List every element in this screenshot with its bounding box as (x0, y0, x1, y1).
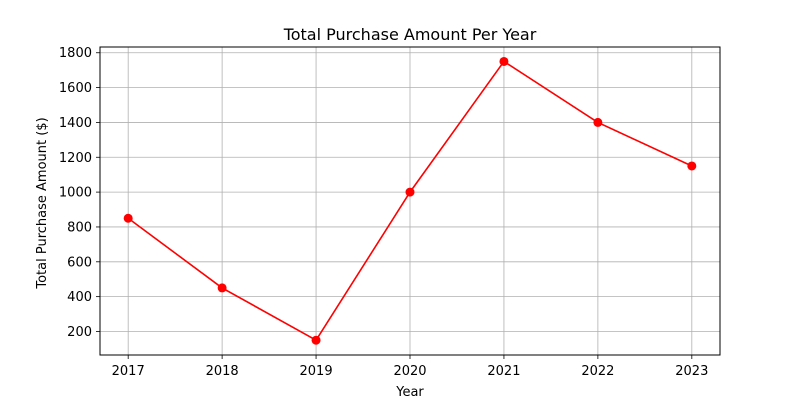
x-tick-label: 2022 (581, 364, 614, 379)
y-tick-label: 1400 (59, 116, 92, 131)
data-point (311, 335, 321, 345)
data-point (593, 117, 603, 127)
x-tick-label: 2020 (393, 364, 426, 379)
axis-ticks: 2017 2018 2019 2020 2021 2022 2023 200 400 600 800… (59, 46, 708, 379)
data-point (499, 56, 509, 66)
series (123, 56, 697, 345)
y-tick-label: 400 (67, 290, 92, 305)
chart-title: Total Purchase Amount Per Year (283, 25, 537, 44)
data-point (123, 213, 133, 223)
y-tick-label: 1600 (59, 81, 92, 96)
y-tick-label: 1800 (59, 46, 92, 61)
data-point (217, 283, 227, 293)
y-tick-label: 800 (67, 220, 92, 235)
grid (100, 47, 720, 355)
x-tick-label: 2023 (675, 364, 708, 379)
x-tick-label: 2019 (300, 364, 333, 379)
y-tick-label: 1000 (59, 186, 92, 201)
data-point (405, 187, 415, 197)
y-tick-label: 600 (67, 255, 92, 270)
data-point (687, 161, 697, 171)
y-tick-label: 200 (67, 325, 92, 340)
x-tick-label: 2018 (206, 364, 239, 379)
x-axis-label: Year (395, 385, 424, 400)
y-tick-label: 1200 (59, 151, 92, 166)
x-tick-label: 2021 (487, 364, 520, 379)
x-tick-label: 2017 (112, 364, 145, 379)
y-axis-label: Total Purchase Amount ($) (35, 117, 50, 289)
